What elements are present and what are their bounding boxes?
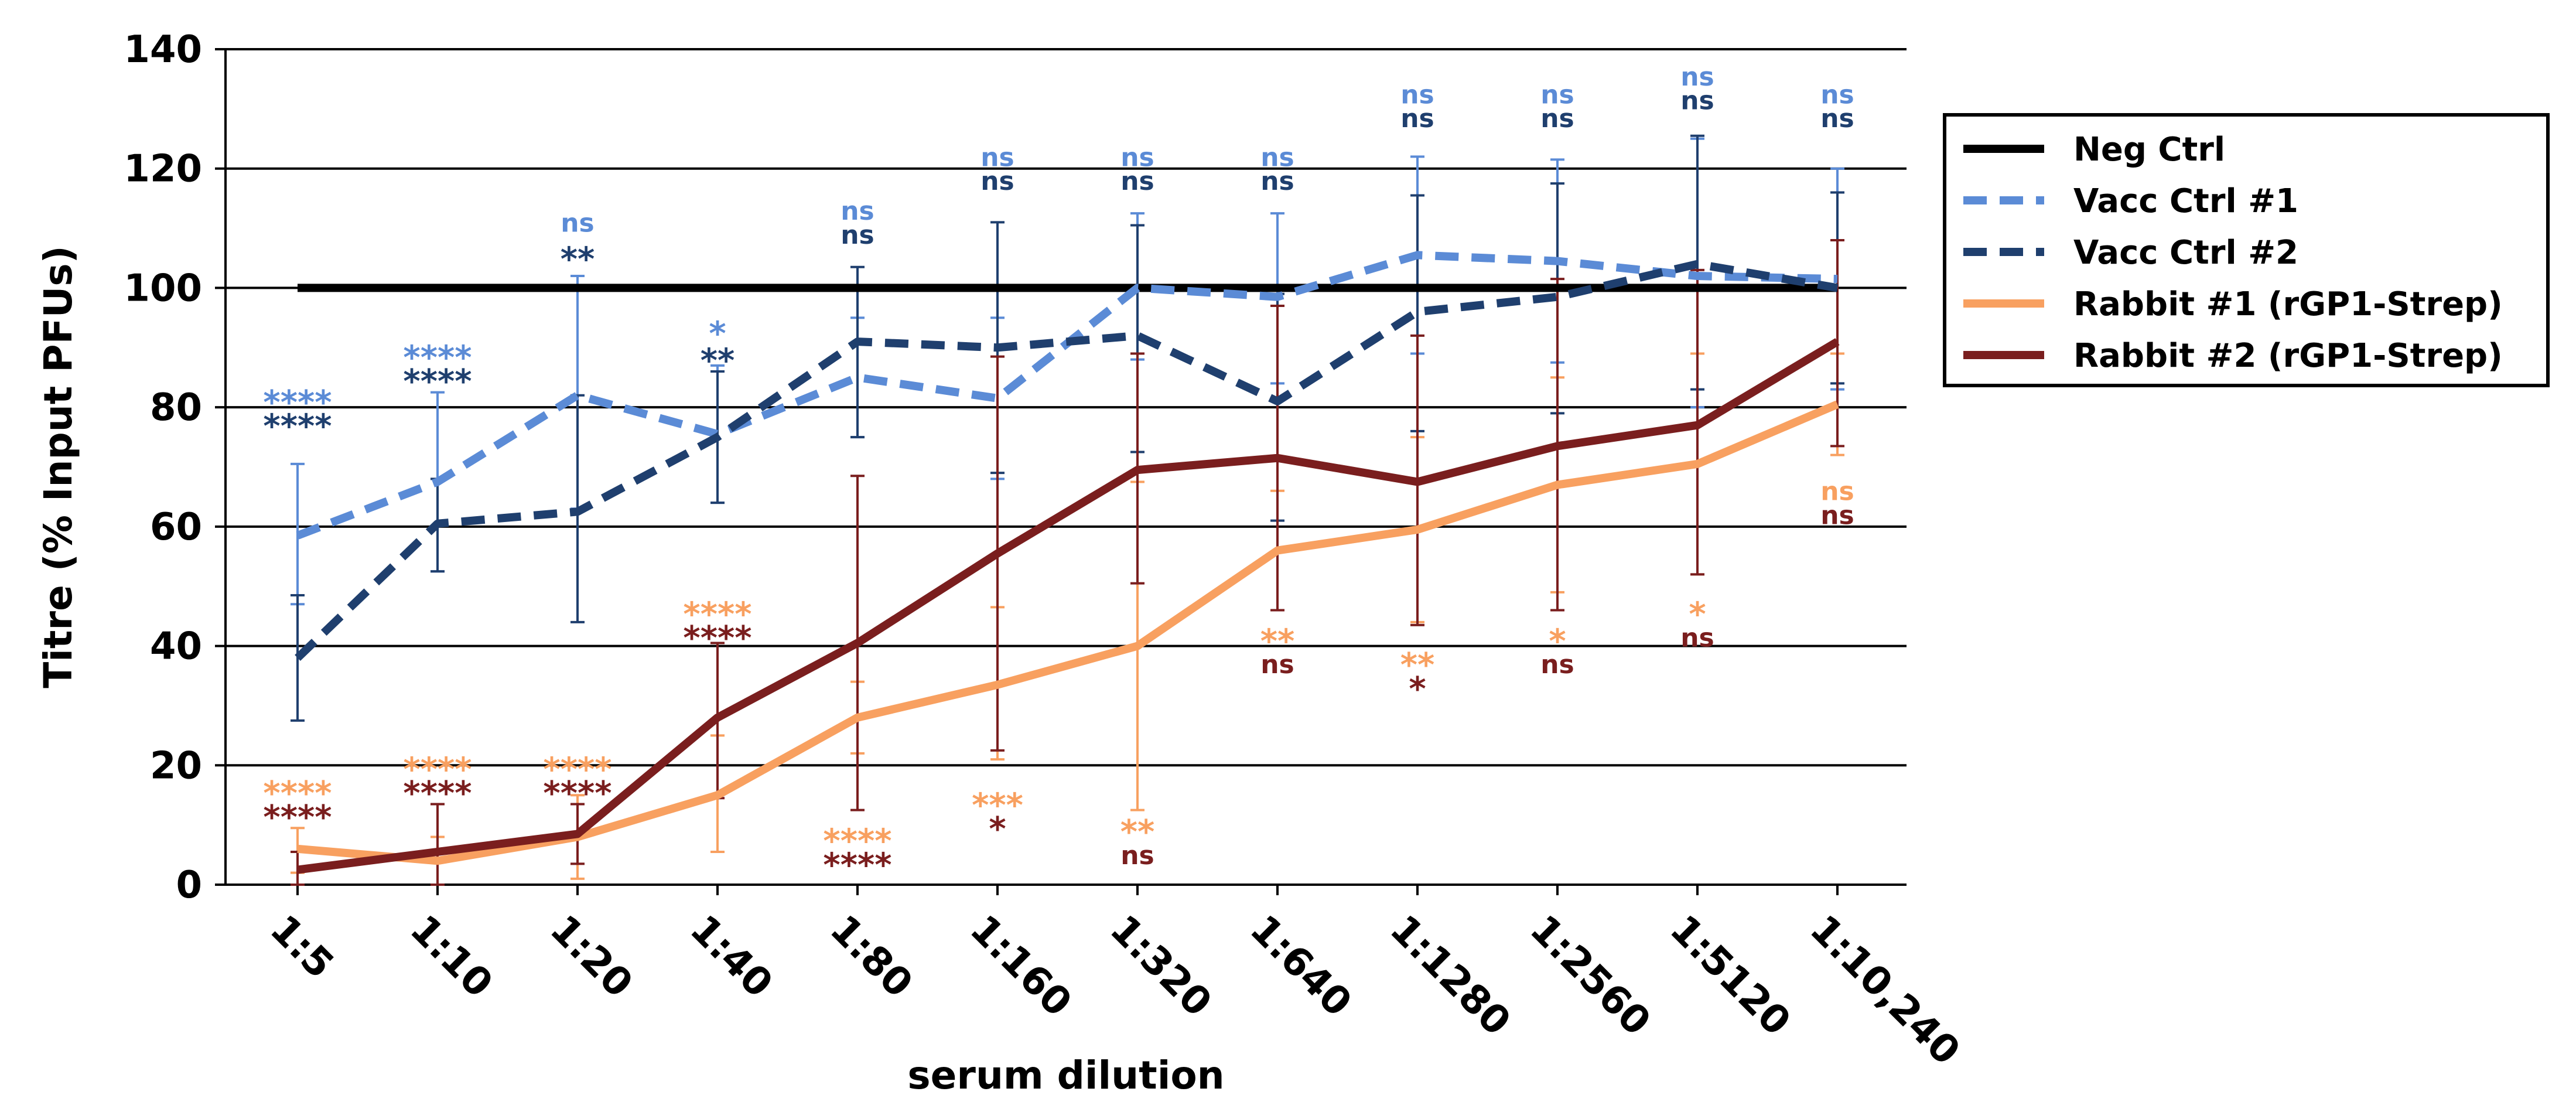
significance-label: ns — [1260, 166, 1294, 196]
y-tick-label: 20 — [150, 744, 202, 787]
significance-label: * — [1409, 670, 1426, 708]
significance-label: **** — [403, 751, 472, 789]
x-tick-label: 1:40 — [682, 906, 782, 1007]
significance-label: **** — [403, 775, 472, 813]
significance-label: ns — [1680, 62, 1714, 92]
x-tick-label: 1:5 — [262, 906, 343, 987]
legend-label: Rabbit #2 (rGP1-Strep) — [2073, 337, 2503, 375]
significance-label: ns — [1540, 104, 1574, 134]
legend-label: Neg Ctrl — [2073, 131, 2225, 169]
significance-label: ** — [1120, 813, 1155, 851]
x-tick-labels: 1:5 1:10 1:20 1:40 1:80 1:160 1:320 1:640 1:1280… — [262, 885, 1969, 1074]
significance-labels: ****************ns*****nsnsnsnsnsnsnsnsn… — [263, 62, 1854, 884]
y-tick-label: 140 — [124, 28, 202, 71]
significance-label: ns — [980, 166, 1014, 196]
significance-label: * — [1549, 622, 1566, 660]
legend: Neg Ctrl Vacc Ctrl #1 Vacc Ctrl #2 Rabbit #… — [1943, 113, 2550, 387]
series-lines — [295, 251, 1840, 874]
x-tick-label: 1:80 — [822, 906, 922, 1007]
significance-label: ns — [1260, 142, 1294, 172]
significance-label: **** — [263, 799, 332, 837]
axes — [224, 49, 1907, 886]
y-axis-label: Titre (% Input PFUs) — [36, 245, 81, 688]
x-axis-label: serum dilution — [907, 1053, 1224, 1098]
significance-label: **** — [263, 775, 332, 813]
significance-label: * — [1689, 595, 1706, 633]
legend-label: Vacc Ctrl #1 — [2073, 182, 2298, 220]
significance-label: ns — [1120, 142, 1154, 172]
legend-label: Vacc Ctrl #2 — [2073, 234, 2298, 272]
significance-label: * — [989, 810, 1006, 848]
significance-label: **** — [543, 775, 611, 813]
significance-label: ns — [1540, 650, 1574, 680]
y-tick-label: 80 — [150, 386, 202, 429]
significance-label: ns — [980, 142, 1014, 172]
significance-label: ns — [561, 208, 595, 238]
significance-label: ns — [1540, 80, 1574, 110]
significance-label: ns — [1680, 86, 1714, 116]
series-line-vacc-ctrl-1 — [296, 251, 1838, 540]
legend-label: Rabbit #1 (rGP1-Strep) — [2073, 285, 2503, 323]
significance-label: **** — [263, 408, 332, 446]
y-tick-label: 0 — [176, 864, 202, 907]
significance-label: *** — [972, 786, 1023, 824]
significance-label: ns — [1820, 500, 1854, 530]
significance-label: **** — [823, 823, 891, 861]
significance-label: **** — [683, 595, 751, 633]
x-tick-label: 1:1280 — [1382, 906, 1519, 1044]
significance-label: ** — [1260, 622, 1295, 660]
significance-label: * — [709, 315, 726, 353]
significance-label: ns — [841, 196, 874, 226]
x-tick-label: 1:160 — [962, 906, 1081, 1025]
significance-label: **** — [823, 846, 891, 884]
significance-label: ** — [561, 240, 595, 278]
significance-label: ns — [1820, 80, 1854, 110]
significance-label: ** — [1400, 646, 1435, 684]
significance-label: **** — [263, 384, 332, 422]
significance-label: ns — [1400, 104, 1434, 134]
x-tick-label: 1:2560 — [1522, 906, 1659, 1044]
significance-label: ns — [841, 220, 874, 250]
significance-label: **** — [543, 751, 611, 789]
significance-label: **** — [683, 619, 751, 657]
significance-label: ** — [701, 342, 735, 380]
legend-box — [1943, 113, 2550, 387]
series-line-rabbit-2-rgp1-strep — [297, 338, 1840, 874]
significance-label: ns — [1820, 104, 1854, 134]
series-line-rabbit-1-rgp1-strep — [297, 400, 1839, 865]
significance-label: ns — [1400, 80, 1434, 110]
x-tick-label: 1:640 — [1242, 906, 1361, 1025]
significance-label: ns — [1820, 477, 1854, 507]
significance-label: ns — [1260, 650, 1294, 680]
y-tick-label: 40 — [150, 625, 202, 668]
x-tick-label: 1:20 — [542, 906, 642, 1007]
x-tick-label: 1:5120 — [1662, 906, 1799, 1044]
significance-label: ns — [1120, 841, 1154, 871]
y-tick-labels: 0 20 40 60 80 100 120 140 — [124, 28, 202, 907]
significance-label: **** — [403, 339, 472, 377]
y-tick-label: 100 — [124, 267, 202, 310]
series-line-vacc-ctrl-2 — [295, 260, 1839, 661]
y-tick-label: 60 — [150, 506, 202, 549]
significance-label: **** — [403, 363, 472, 401]
x-tick-label: 1:10,240 — [1802, 906, 1969, 1074]
significance-label: ns — [1120, 166, 1154, 196]
y-tick-label: 120 — [124, 148, 202, 191]
x-tick-label: 1:10 — [402, 906, 502, 1007]
x-tick-label: 1:320 — [1102, 906, 1221, 1025]
significance-label: ns — [1680, 623, 1714, 653]
